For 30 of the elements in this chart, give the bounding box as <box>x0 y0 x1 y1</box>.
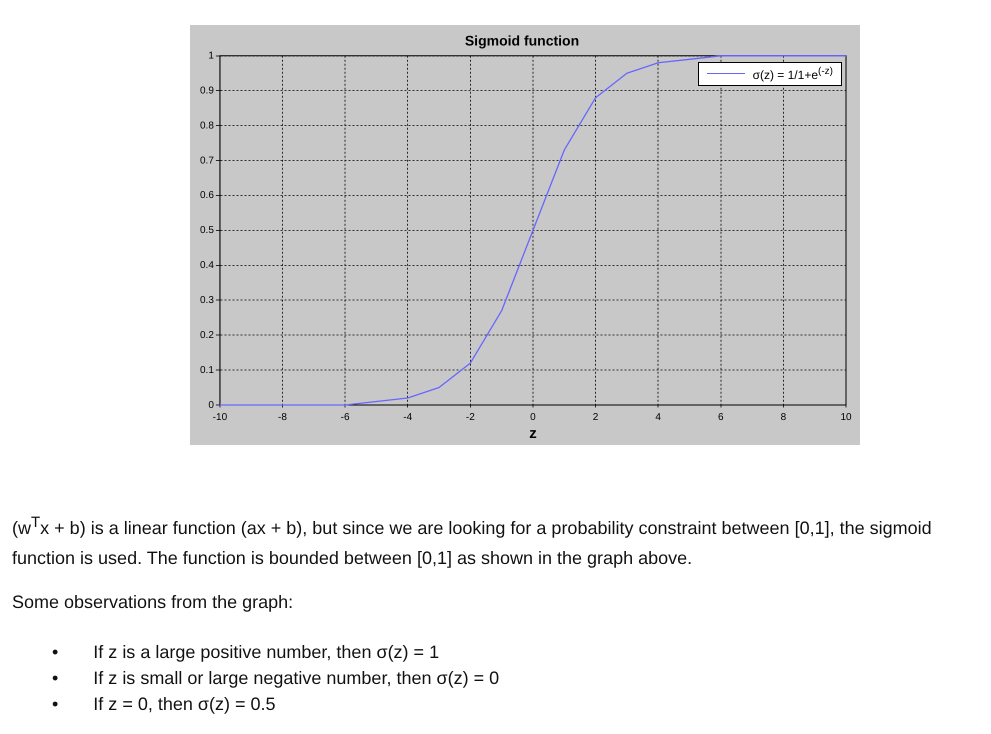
y-tick-label: 0.7 <box>200 155 214 166</box>
y-tick-label: 0.9 <box>200 85 214 96</box>
x-tick-label: -10 <box>212 412 228 423</box>
x-tick-label: 2 <box>592 412 599 423</box>
text: (w$^{T}$x + b) is a linear function (ax + b), but since we are looking for a probability constraint between [0,1], the sigmoid function is used. The function is bounded between [0,1] as shown in the graph above. <box>12 513 933 570</box>
x-tick-label: -8 <box>278 412 288 423</box>
x-tick-label: -6 <box>340 412 350 423</box>
x-tick-label: 8 <box>780 412 787 423</box>
legend-label: σ(z) = 1/1+e$^{(-z)}$ <box>752 66 833 82</box>
y-tick-label: 0.1 <box>200 364 214 376</box>
x-tick-label: -4 <box>403 412 413 423</box>
x-axis-title: z <box>529 425 537 442</box>
y-tick-label: 0.3 <box>200 294 214 306</box>
x-tick-label: 10 <box>840 412 852 423</box>
text: • If z is small or large negative number, then σ(z) = 0 <box>51 667 500 690</box>
y-tick-label: 0.6 <box>200 190 214 202</box>
text: Some observations from the graph: <box>12 591 294 614</box>
text: • If z = 0, then σ(z) = 0.5 <box>51 693 277 716</box>
y-tick-label: 0.2 <box>200 330 214 341</box>
y-tick-label: 0.5 <box>200 225 214 236</box>
x-tick-label: 6 <box>718 412 724 423</box>
text: • If z is a large positive number, then σ(z) = 1 <box>51 641 440 664</box>
x-tick-label: 4 <box>655 412 662 423</box>
x-tick-label: -2 <box>466 412 476 423</box>
y-tick-label: 1 <box>208 50 214 62</box>
x-tick-label: 0 <box>530 412 536 423</box>
y-tick-label: 0.8 <box>200 120 214 132</box>
y-tick-label: 0.4 <box>200 260 214 272</box>
y-tick-label: 0 <box>208 400 214 411</box>
chart-title: Sigmoid function <box>464 32 580 48</box>
